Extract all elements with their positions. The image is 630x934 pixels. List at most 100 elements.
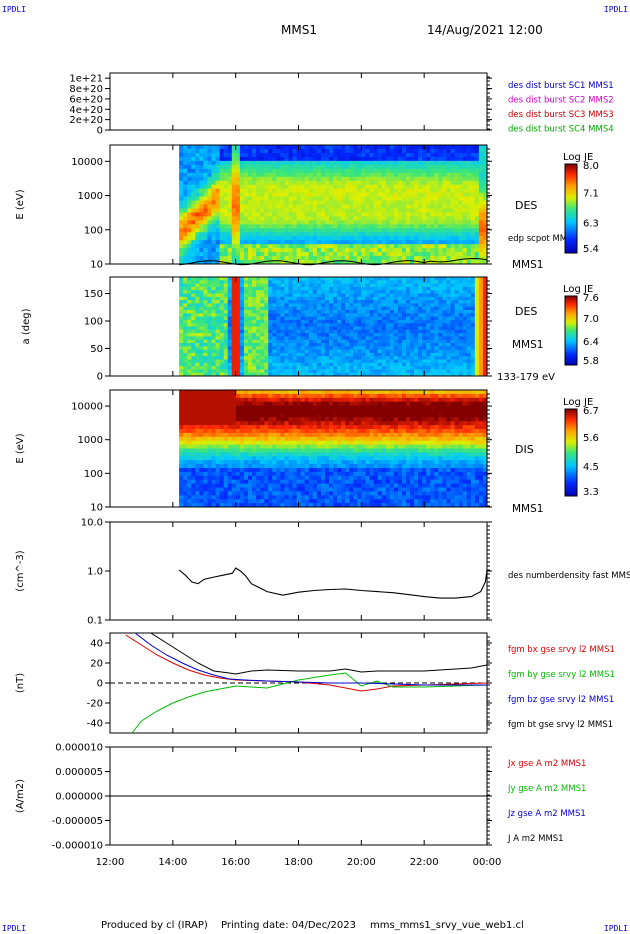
des-energy-cell bbox=[345, 168, 350, 174]
des-energy-cell bbox=[405, 148, 411, 154]
des-pitch-cell bbox=[300, 366, 306, 370]
des-energy-colorbar-cell bbox=[565, 166, 577, 169]
des-pitch-cell bbox=[183, 283, 188, 288]
des-energy-cell bbox=[373, 164, 379, 170]
des-energy-cell bbox=[308, 152, 314, 158]
des-energy-cell bbox=[462, 228, 468, 233]
des-pitch-cell bbox=[308, 316, 314, 321]
des-pitch-cell bbox=[438, 277, 443, 281]
des-energy-cell bbox=[442, 168, 447, 174]
des-pitch-cell bbox=[462, 343, 468, 347]
des-energy-cell bbox=[482, 172, 488, 178]
des-energy-cell bbox=[292, 200, 297, 205]
des-pitch-cell bbox=[276, 343, 281, 347]
des-pitch-cell bbox=[438, 300, 443, 304]
des-energy-cell bbox=[365, 240, 370, 245]
des-pitch-cell bbox=[272, 296, 277, 301]
des-pitch-cell bbox=[235, 306, 241, 311]
des-pitch-cell bbox=[349, 369, 354, 374]
des-energy-cell bbox=[410, 236, 415, 241]
des-energy-cell bbox=[235, 160, 241, 166]
des-energy-cell bbox=[320, 200, 326, 205]
des-energy-cell bbox=[353, 236, 358, 241]
des-pitch-cell bbox=[329, 349, 334, 354]
des-pitch-cell bbox=[446, 296, 451, 301]
des-energy-cell bbox=[260, 216, 265, 221]
des-pitch-cell bbox=[235, 303, 241, 308]
des-pitch-cell bbox=[215, 306, 221, 311]
des-pitch-cell bbox=[308, 372, 314, 377]
des-pitch-cell bbox=[410, 303, 415, 308]
des-energy-cell bbox=[247, 145, 253, 150]
des-energy-cell bbox=[191, 244, 196, 249]
des-energy-cell bbox=[458, 208, 464, 213]
des-energy-cell bbox=[349, 208, 354, 213]
des-pitch-cell bbox=[280, 293, 285, 298]
des-pitch-cell bbox=[349, 316, 354, 321]
des-pitch-cell bbox=[414, 300, 419, 304]
des-energy-cell bbox=[470, 176, 476, 182]
des-energy-cell bbox=[203, 212, 208, 217]
des-energy-cell bbox=[442, 156, 447, 162]
des-pitch-cell bbox=[353, 336, 358, 341]
des-pitch-cell bbox=[470, 369, 476, 374]
des-pitch-cell bbox=[312, 336, 318, 341]
des-pitch-cell bbox=[361, 349, 366, 354]
des-pitch-cell bbox=[389, 293, 395, 298]
des-energy-cell bbox=[272, 148, 277, 154]
des-energy-cell bbox=[324, 204, 330, 209]
des-pitch-cell bbox=[207, 346, 212, 350]
des-pitch-cell bbox=[195, 359, 200, 364]
des-pitch-cell bbox=[410, 349, 415, 354]
des-energy-cell bbox=[478, 252, 484, 257]
des-pitch-cell bbox=[434, 333, 439, 337]
des-energy-cell bbox=[320, 156, 326, 162]
des-pitch-cell bbox=[231, 369, 237, 374]
des-pitch-cell bbox=[357, 343, 362, 347]
des-energy-cell bbox=[466, 160, 472, 166]
des-energy-cell bbox=[239, 152, 245, 158]
des-pitch-cell bbox=[195, 306, 200, 311]
des-energy-cell bbox=[252, 152, 257, 158]
des-energy-cell bbox=[260, 156, 265, 162]
des-pitch-cell bbox=[231, 366, 237, 370]
des-pitch-cell bbox=[357, 296, 362, 301]
des-pitch-cell bbox=[410, 336, 415, 341]
des-energy-cell bbox=[470, 212, 476, 217]
des-energy-cell bbox=[466, 212, 472, 217]
des-pitch-cell bbox=[199, 316, 204, 321]
dis-energy-cell bbox=[179, 425, 184, 430]
dis-energy-cell bbox=[179, 436, 184, 442]
des-energy-cell bbox=[401, 224, 407, 229]
des-pitch-cell bbox=[418, 303, 423, 308]
des-energy-cell bbox=[434, 224, 439, 229]
des-pitch-cell bbox=[187, 333, 192, 337]
des-pitch-cell bbox=[482, 339, 488, 344]
des-pitch-cell bbox=[264, 366, 269, 370]
des-pitch-cell bbox=[385, 352, 391, 357]
des-energy-cell bbox=[393, 208, 399, 213]
dis-energy-cell bbox=[199, 464, 204, 469]
des-energy-cell bbox=[341, 208, 346, 213]
des-pitch-cell bbox=[191, 283, 196, 288]
des-energy-cell bbox=[320, 220, 326, 225]
des-pitch-cell bbox=[235, 352, 241, 357]
des-pitch-cell bbox=[430, 333, 435, 337]
des-energy-cell bbox=[300, 172, 306, 178]
des-pitch-cell bbox=[272, 362, 277, 367]
des-pitch-colorbar-cell bbox=[565, 302, 577, 306]
des-pitch-cell bbox=[454, 303, 460, 308]
des-energy-cell bbox=[239, 168, 245, 174]
des-pitch-cell bbox=[256, 343, 261, 347]
des-energy-cell bbox=[316, 200, 322, 205]
des-pitch-cell bbox=[349, 346, 354, 350]
des-pitch-cell bbox=[296, 316, 302, 321]
des-pitch-cell bbox=[430, 352, 435, 357]
des-pitch-cell bbox=[410, 293, 415, 298]
des-pitch-cell bbox=[239, 333, 245, 337]
des-energy-cell bbox=[211, 224, 216, 229]
des-energy-cell bbox=[288, 248, 293, 253]
des-pitch-cell bbox=[361, 303, 366, 308]
des-pitch-cell bbox=[389, 313, 395, 317]
des-energy-cell bbox=[207, 212, 212, 217]
